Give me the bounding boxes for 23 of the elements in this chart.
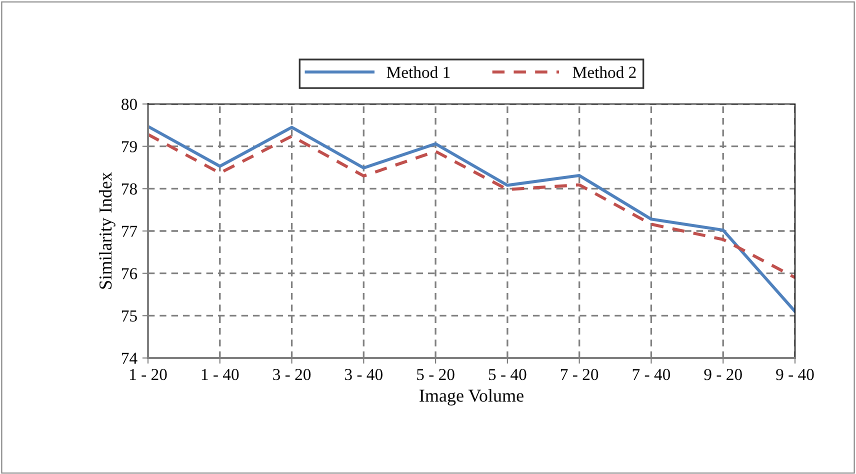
x-tick-label: 3 - 20: [273, 368, 311, 380]
legend-label: Method 1: [386, 66, 450, 78]
y-tick-label: 75: [122, 310, 137, 322]
x-axis-title: Image Volume: [420, 389, 524, 406]
line-series: [148, 124, 795, 313]
y-tick-label: 80: [122, 98, 137, 110]
x-tick-label: 3 - 40: [345, 368, 382, 380]
x-tick-label: 5 - 40: [488, 368, 526, 380]
y-tick-label: 76: [122, 268, 138, 280]
legend-label: Method 2: [572, 66, 636, 78]
x-tick-label: 1 - 20: [130, 368, 167, 380]
x-tick-label: 7 - 20: [560, 368, 598, 380]
line-series: [148, 132, 795, 280]
y-tick-label: 74: [122, 352, 138, 364]
x-tick-label: 5 - 20: [417, 368, 454, 380]
y-tick-label: 79: [122, 141, 137, 152]
x-tick-label: 9 - 20: [704, 368, 742, 380]
x-tick-label: 7 - 40: [632, 368, 670, 380]
y-axis-title: Similarity Index: [98, 172, 116, 289]
x-tick-label: 1 - 40: [202, 368, 239, 380]
y-tick-label: 77: [122, 226, 138, 237]
y-tick-label: 78: [122, 183, 137, 195]
x-tick-label: 9 - 40: [776, 368, 814, 380]
